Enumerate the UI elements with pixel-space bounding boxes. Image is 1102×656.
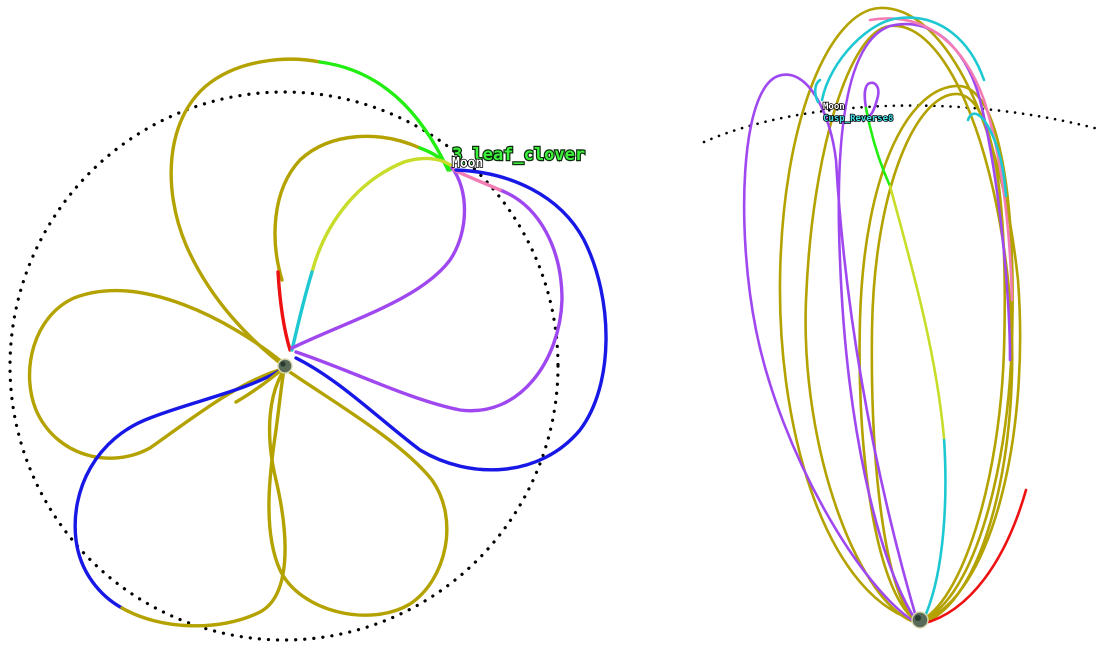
trajectory-label-left: 3_leaf_clover	[452, 145, 585, 165]
trajectory-segment-purple-lower	[294, 188, 564, 413]
trajectory-segment-inner-olive-2	[870, 92, 1007, 624]
trajectory-segment-purple-outer	[742, 73, 920, 626]
trajectory-segment-blue-right-lobe	[294, 168, 608, 472]
trajectory-segment-green	[864, 106, 892, 188]
moon-orbit-path-left	[8, 90, 560, 642]
trajectory-segment-purple-cusp	[863, 81, 880, 117]
trajectory-segment-purple-loop	[290, 166, 467, 350]
trajectory-segment-lime-lobe	[310, 156, 454, 274]
earth-icon	[277, 358, 293, 374]
moon-label-right: Moon	[823, 102, 845, 112]
trajectory-segment-purple-top	[837, 22, 1012, 626]
trajectory-segment-blue-lower-left	[73, 366, 286, 610]
trajectory-segment-inner-olive-1	[858, 84, 1014, 624]
trajectory-segment-green-chord	[418, 146, 452, 172]
trajectory-segment-cyan-top	[820, 16, 986, 102]
trajectory-segment-red	[920, 488, 1028, 626]
trajectory-segment-cyan-cusp	[966, 112, 1008, 198]
trajectory-segment-cyan-tick	[813, 78, 822, 104]
trajectory-segment-pink	[868, 17, 1014, 302]
trajectory-label-right: Cusp_Reverse8	[823, 114, 893, 124]
trajectory-segment-bottom-lobe	[267, 366, 449, 617]
trajectory-segment-cyan-stub	[290, 270, 314, 352]
trajectory-segment-left-lobe	[27, 288, 288, 460]
trajectory-segment-cyan-lower	[924, 436, 947, 616]
earth-icon	[911, 611, 929, 629]
trajectory-segment-upper-left-lobe	[169, 57, 322, 368]
moon-label-left: Moon	[452, 156, 483, 171]
trajectory-segment-outer-olive-1	[778, 6, 1022, 624]
right-view: Moon Cusp_Reverse8	[702, 6, 1102, 629]
trajectory-segment-small-upper-loop	[273, 134, 422, 282]
trajectory-segment-red-stub	[276, 270, 292, 352]
moon-orbit-path-right	[702, 104, 1102, 144]
trajectory-segment-lime	[888, 184, 946, 440]
trajectory-segment-top-green-arc	[318, 60, 450, 172]
left-view: 3_leaf_clover Moon	[8, 57, 608, 642]
